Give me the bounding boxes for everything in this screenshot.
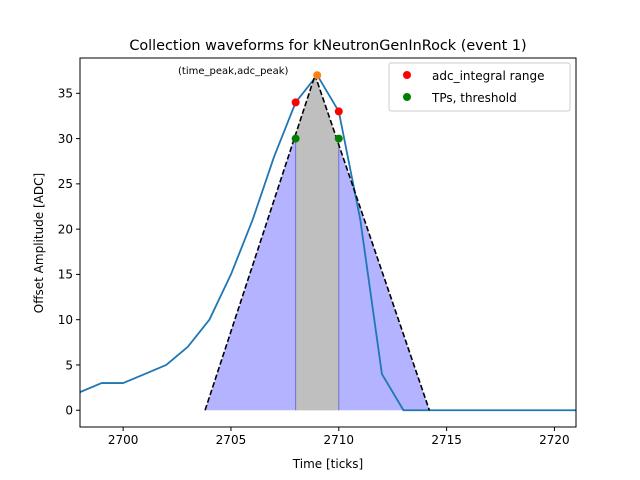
threshold-point — [334, 134, 343, 143]
x-tick-label: 2700 — [108, 433, 139, 447]
y-tick-label: 5 — [65, 358, 73, 372]
legend-box — [388, 62, 571, 112]
peak-annotation: (time_peak,adc_peak) — [178, 66, 288, 77]
legend-marker-threshold — [403, 93, 411, 101]
y-tick-label: 30 — [58, 132, 73, 146]
legend-label-adc-integral: adc_integral range — [432, 69, 545, 83]
x-axis-label: Time [ticks] — [292, 457, 363, 471]
legend-label-threshold: TPs, threshold — [431, 91, 517, 105]
y-tick-label: 10 — [58, 313, 73, 327]
waveform-line — [80, 74, 576, 412]
x-tick-label: 2715 — [431, 433, 462, 447]
y-tick-label: 20 — [58, 222, 73, 236]
y-tick-label: 25 — [58, 177, 73, 191]
legend: adc_integral range TPs, threshold — [388, 62, 571, 112]
peak-marker — [313, 71, 322, 80]
y-tick-label: 0 — [65, 404, 73, 418]
x-tick-label: 2720 — [539, 433, 570, 447]
y-tick-label: 35 — [58, 87, 73, 101]
y-axis-label: Offset Amplitude [ADC] — [32, 173, 46, 313]
legend-marker-adc-integral — [403, 71, 411, 79]
axes-frame — [79, 57, 577, 428]
threshold-point — [291, 134, 300, 143]
integral-region-fill — [295, 75, 339, 411]
chart-title: Collection waveforms for kNeutronGenInRo… — [129, 38, 526, 54]
y-axis: 0 5 10 15 20 25 30 35 — [58, 87, 80, 418]
adc-integral-point — [334, 107, 343, 116]
y-tick-label: 15 — [58, 268, 73, 282]
plot-area — [79, 57, 577, 428]
x-tick-label: 2705 — [216, 433, 247, 447]
x-tick-label: 2710 — [324, 433, 355, 447]
x-axis: 2700 2705 2710 2715 2720 — [108, 427, 570, 447]
adc-integral-point — [291, 98, 300, 107]
